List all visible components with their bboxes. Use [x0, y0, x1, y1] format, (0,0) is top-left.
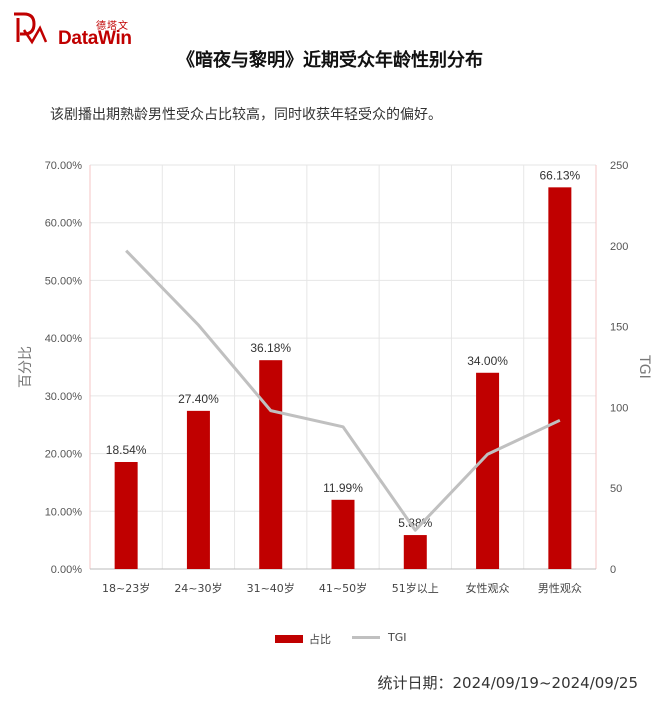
bar-value-label: 27.40%	[178, 392, 219, 406]
y-tick-label: 30.00%	[45, 391, 83, 403]
y2-tick-label: 0	[610, 564, 616, 576]
y2-tick-label: 200	[610, 241, 628, 253]
bar	[259, 360, 283, 569]
legend-label-line: TGI	[388, 631, 407, 644]
datawin-logo-icon	[14, 12, 48, 45]
date-range-footer: 统计日期：2024/09/19~2024/09/25	[377, 674, 638, 692]
legend-swatch-line	[352, 636, 380, 639]
bar-value-label: 11.99%	[323, 481, 363, 495]
legend-label-bar: 占比	[309, 633, 331, 646]
datawin-logo: 德塔文 DataWin	[10, 8, 140, 49]
bar	[476, 372, 500, 569]
bar-value-label: 18.54%	[106, 443, 147, 457]
y-tick-label: 70.00%	[45, 160, 83, 172]
y-tick-label: 20.00%	[45, 449, 83, 461]
x-tick-label: 24~30岁	[174, 581, 222, 595]
bar	[186, 410, 210, 569]
x-tick-label: 女性观众	[466, 581, 510, 595]
x-tick-label: 41~50岁	[319, 581, 367, 595]
chart-title: 《暗夜与黎明》近期受众年龄性别分布	[177, 50, 483, 71]
y2-tick-label: 100	[610, 402, 628, 414]
y-tick-label: 60.00%	[45, 218, 83, 230]
bar-value-label: 36.18%	[250, 341, 291, 355]
y-tick-label: 0.00%	[51, 564, 82, 576]
bar-value-label: 34.00%	[467, 354, 508, 368]
y2-tick-label: 250	[610, 160, 628, 172]
bar	[331, 499, 355, 569]
bar	[548, 187, 572, 569]
legend-item-line: TGI	[352, 631, 407, 644]
x-tick-label: 18~23岁	[102, 581, 150, 595]
x-tick-label: 51岁以上	[392, 581, 439, 595]
bar-value-label: 66.13%	[540, 168, 581, 182]
tgi-line	[125, 249, 561, 532]
legend-swatch-bar	[275, 635, 303, 643]
chart-subtitle: 该剧播出期熟龄男性受众占比较高，同时收获年轻受众的偏好。	[50, 107, 442, 123]
y2-tick-label: 50	[610, 483, 622, 495]
y2-tick-label: 150	[610, 322, 628, 334]
y-tick-label: 50.00%	[45, 275, 83, 287]
legend-item-bar: 占比	[275, 631, 331, 647]
y-tick-label: 40.00%	[45, 333, 83, 345]
bar	[403, 535, 427, 569]
x-tick-label: 31~40岁	[247, 581, 295, 595]
bar	[114, 461, 138, 569]
logo-english-text: DataWin	[58, 28, 132, 49]
logo-chinese-text: 德塔文	[96, 21, 129, 32]
y-axis-title: 百分比	[18, 346, 34, 388]
x-tick-label: 男性观众	[538, 581, 582, 595]
y-tick-label: 10.00%	[45, 506, 83, 518]
y2-axis-title: TGI	[636, 354, 652, 379]
